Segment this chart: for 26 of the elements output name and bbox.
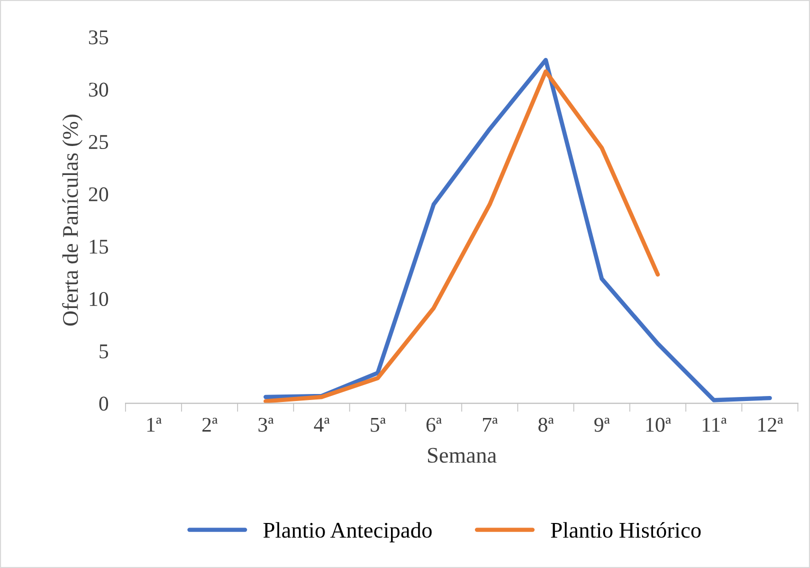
x-tick-label: 7ª [483, 418, 498, 432]
x-tick-label: 3ª [258, 418, 274, 432]
y-tick-label: 25 [88, 135, 108, 150]
x-tick-label: 11ª [702, 418, 727, 432]
legend-label: Plantio Antecipado [263, 522, 432, 542]
x-tick-label: 1ª [147, 418, 162, 432]
x-tick-label: 9ª [594, 418, 610, 432]
x-tick-label: 8ª [538, 418, 554, 432]
y-tick-label: 35 [89, 30, 108, 44]
x-tick-label: 10ª [646, 418, 672, 432]
y-axis-title: Oferta de Panículas (%) [62, 114, 82, 326]
x-axis-title: Semana [428, 448, 497, 463]
y-tick-label: 20 [88, 187, 108, 202]
line-series [264, 69, 660, 404]
y-tick-label: 15 [90, 240, 108, 254]
x-tick-label: 4ª [314, 418, 330, 432]
y-tick-label: 0 [99, 396, 108, 411]
x-tick-label: 2ª [202, 418, 218, 432]
x-tick-label: 6ª [426, 418, 442, 432]
x-tick-label: 12ª [758, 418, 784, 432]
y-tick-label: 10 [90, 292, 108, 306]
legend-label: Plantio Histórico [550, 522, 701, 538]
line-series [264, 58, 772, 402]
y-tick-label: 5 [100, 344, 108, 358]
y-tick-label: 30 [89, 82, 108, 97]
x-tick-label: 5ª [370, 418, 386, 432]
